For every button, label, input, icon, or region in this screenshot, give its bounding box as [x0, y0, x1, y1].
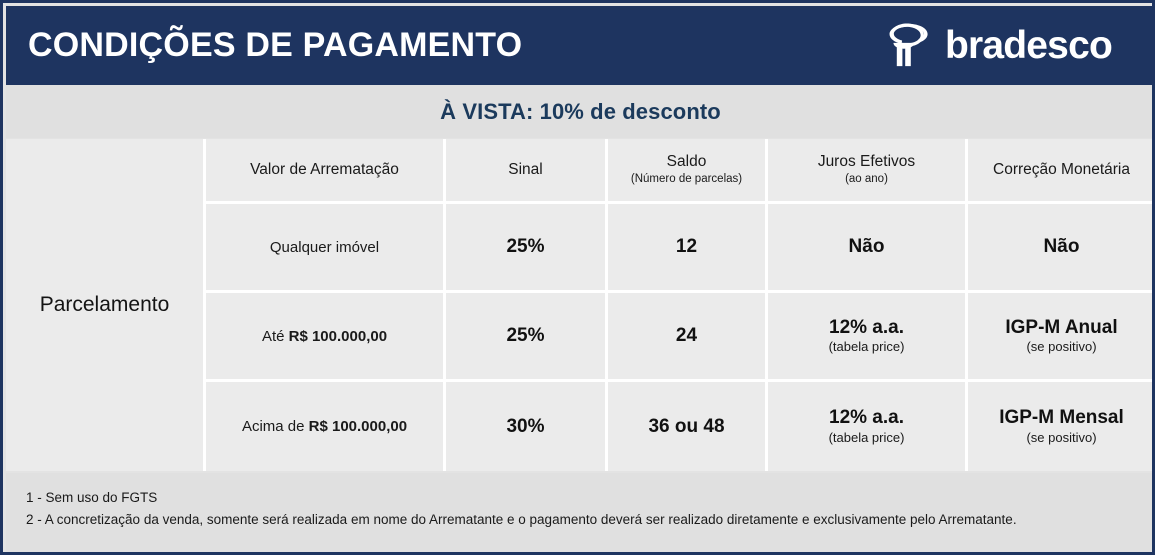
card-header: CONDIÇÕES DE PAGAMENTO bradesco: [6, 6, 1152, 85]
cell-juros: 12% a.a.: [829, 316, 904, 338]
table-row: 24: [608, 293, 765, 379]
column-header-juros: Juros Efetivos (ao ano): [768, 139, 965, 201]
discount-banner-text: À VISTA: 10% de desconto: [440, 98, 721, 124]
column-header-title: Juros Efetivos: [817, 153, 916, 171]
cell-correcao: Não: [1043, 236, 1080, 258]
cell-correcao-note: (se positivo): [1026, 429, 1097, 445]
table-row: 30%: [446, 382, 605, 471]
row-group-label: Parcelamento: [39, 293, 170, 316]
cell-valor: Até R$ 100.000,00: [261, 327, 388, 345]
table-row: 36 ou 48: [608, 382, 765, 471]
cell-sinal: 25%: [506, 236, 545, 258]
table-row: IGP-M Mensal (se positivo): [968, 382, 1152, 471]
cell-correcao: IGP-M Mensal: [999, 407, 1124, 429]
cell-correcao-note: (se positivo): [1026, 339, 1097, 355]
table-row: 25%: [446, 293, 605, 379]
discount-banner: À VISTA: 10% de desconto: [6, 85, 1152, 138]
table-row: Não: [768, 204, 965, 290]
table-row: 12% a.a. (tabela price): [768, 382, 965, 471]
row-group-label-cell: Parcelamento: [6, 139, 203, 471]
table-row: Não: [968, 204, 1152, 290]
column-header-title: Correção Monetária: [993, 161, 1130, 179]
column-header-correcao: Correção Monetária: [968, 139, 1152, 201]
footnote-1: 1 - Sem uso do FGTS: [26, 490, 158, 505]
table-row: IGP-M Anual (se positivo): [968, 293, 1152, 379]
footnote-2: 2 - A concretização da venda, somente se…: [26, 511, 1017, 527]
cell-sinal: 25%: [506, 325, 545, 347]
cell-valor: Qualquer imóvel: [269, 238, 380, 256]
column-header-sinal: Sinal: [446, 139, 605, 201]
bradesco-tree-logo-icon: [889, 22, 928, 66]
column-header-title: Valor de Arrematação: [250, 161, 399, 179]
cell-valor: Acima de R$ 100.000,00: [241, 418, 408, 435]
cell-correcao: IGP-M Anual: [1005, 316, 1118, 338]
table-row: Qualquer imóvel: [206, 204, 443, 290]
column-header-valor: Valor de Arrematação: [206, 139, 443, 201]
cell-juros-note: (tabela price): [828, 429, 905, 445]
cell-saldo: 24: [675, 325, 698, 347]
bradesco-brand: bradesco: [880, 20, 1137, 72]
page-title: CONDIÇÕES DE PAGAMENTO: [28, 26, 523, 64]
footer-notes: 1 - Sem uso do FGTS 2 - A concretização …: [6, 473, 1152, 552]
table-row: 12% a.a. (tabela price): [768, 293, 965, 379]
column-header-title: Saldo: [666, 153, 707, 171]
column-header-subtitle: (Número de parcelas): [630, 173, 743, 186]
table-row: 25%: [446, 204, 605, 290]
table-row: Acima de R$ 100.000,00: [206, 382, 443, 471]
cell-saldo: 12: [675, 236, 698, 258]
cell-juros: 12% a.a.: [829, 407, 904, 429]
cell-juros: Não: [848, 236, 885, 258]
brand-wordmark: bradesco: [944, 24, 1113, 67]
column-header-title: Sinal: [508, 161, 543, 179]
table-row: 12: [608, 204, 765, 290]
conditions-table: Parcelamento Valor de Arrematação Sinal …: [6, 139, 1152, 471]
cell-saldo: 36 ou 48: [648, 415, 725, 437]
cell-juros-note: (tabela price): [828, 339, 905, 355]
cell-sinal: 30%: [506, 415, 545, 437]
column-header-saldo: Saldo (Número de parcelas): [608, 139, 765, 201]
table-row: Até R$ 100.000,00: [206, 293, 443, 379]
column-header-subtitle: (ao ano): [845, 173, 888, 186]
